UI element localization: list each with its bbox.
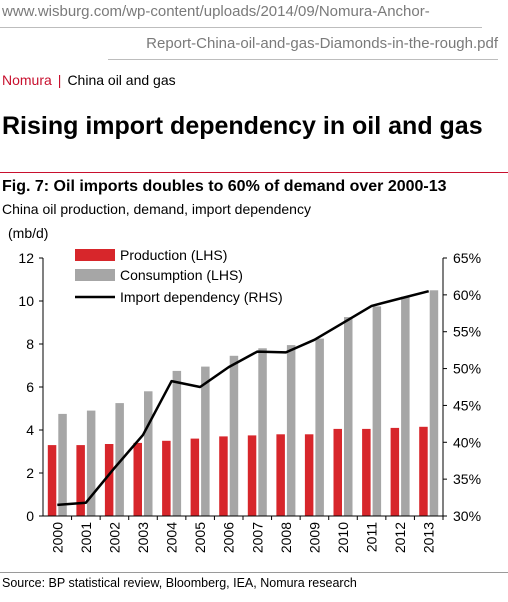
production-bar <box>104 444 114 516</box>
source-divider <box>0 572 508 573</box>
consumption-bar <box>229 355 239 516</box>
production-bar <box>219 436 228 516</box>
title-divider <box>0 172 508 173</box>
x-tick-label: 2013 <box>421 522 437 553</box>
right-tick-label: 55% <box>453 324 481 340</box>
consumption-bar <box>58 413 67 516</box>
right-tick-label: 40% <box>453 434 481 450</box>
left-tick-label: 6 <box>26 379 34 395</box>
consumption-bar <box>86 410 96 516</box>
left-tick-label: 10 <box>18 293 34 309</box>
production-bar <box>276 434 285 516</box>
consumption-bar <box>315 338 324 516</box>
source-note: Source: BP statistical review, Bloomberg… <box>2 576 357 590</box>
consumption-bar <box>372 306 382 516</box>
consumption-bar <box>172 370 182 516</box>
consumption-bar <box>286 345 296 516</box>
production-bar <box>190 438 200 516</box>
source-url-line-2: Report-China-oil-and-gas-Diamonds-in-the… <box>146 35 498 52</box>
legend-label: Production (LHS) <box>120 247 227 263</box>
x-tick-label: 2006 <box>221 522 237 553</box>
consumption-bar <box>201 366 210 516</box>
x-tick-label: 2012 <box>392 522 408 553</box>
right-tick-label: 65% <box>453 250 481 266</box>
x-tick-label: 2008 <box>278 522 294 553</box>
x-tick-label: 2007 <box>249 522 265 553</box>
consumption-bar <box>144 391 153 516</box>
x-tick-label: 2011 <box>364 522 380 552</box>
url-underline-2 <box>108 59 498 60</box>
production-bar <box>162 440 171 517</box>
legend-label: Consumption (LHS) <box>120 267 243 283</box>
figure-subtitle: China oil production, demand, import dep… <box>2 201 311 217</box>
production-bar <box>390 427 400 516</box>
consumption-bar <box>258 348 267 516</box>
left-tick-label: 12 <box>18 250 34 266</box>
left-tick-label: 0 <box>26 508 34 524</box>
source-url-line-1: www.wisburg.com/wp-content/uploads/2014/… <box>2 3 430 20</box>
legend-label: Import dependency (RHS) <box>120 289 283 305</box>
x-tick-label: 2009 <box>306 522 322 553</box>
production-bar <box>304 434 314 516</box>
left-tick-label: 8 <box>26 336 34 352</box>
url-underline-1 <box>0 27 482 28</box>
left-tick-label: 4 <box>26 422 34 438</box>
header-separator: | <box>57 72 62 88</box>
figure-title: Fig. 7: Oil imports doubles to 60% of de… <box>2 178 447 195</box>
left-axis-unit: (mb/d) <box>8 225 49 241</box>
right-tick-label: 35% <box>453 471 481 487</box>
report-header: Nomura | China oil and gas <box>2 72 176 88</box>
x-tick-label: 2004 <box>164 522 180 553</box>
left-tick-label: 2 <box>26 465 34 481</box>
brand-name: Nomura <box>2 72 52 88</box>
legend-swatch-consumption <box>75 269 115 281</box>
x-tick-label: 2002 <box>106 522 122 553</box>
production-bar <box>333 428 342 516</box>
production-bar <box>419 426 428 516</box>
right-tick-label: 60% <box>453 287 481 303</box>
consumption-bar <box>429 290 439 517</box>
x-tick-label: 2005 <box>192 522 208 553</box>
legend-swatch-production <box>75 249 115 261</box>
x-tick-label: 2000 <box>49 522 65 553</box>
production-bar <box>362 428 371 516</box>
production-bar <box>47 445 57 516</box>
right-tick-label: 30% <box>453 508 481 524</box>
x-tick-label: 2001 <box>78 522 94 553</box>
page-title: Rising import dependency in oil and gas <box>2 112 483 140</box>
right-tick-label: 50% <box>453 361 481 377</box>
production-bar <box>247 435 257 516</box>
production-bar <box>133 442 142 516</box>
consumption-bar <box>115 403 124 516</box>
production-bar <box>76 445 85 516</box>
section-name: China oil and gas <box>67 72 176 88</box>
import-dependency-line <box>57 289 430 507</box>
x-tick-label: 2010 <box>335 522 351 553</box>
x-tick-label: 2003 <box>135 522 151 553</box>
right-tick-label: 45% <box>453 397 481 413</box>
consumption-bar <box>401 296 410 516</box>
consumption-bar <box>344 317 353 516</box>
